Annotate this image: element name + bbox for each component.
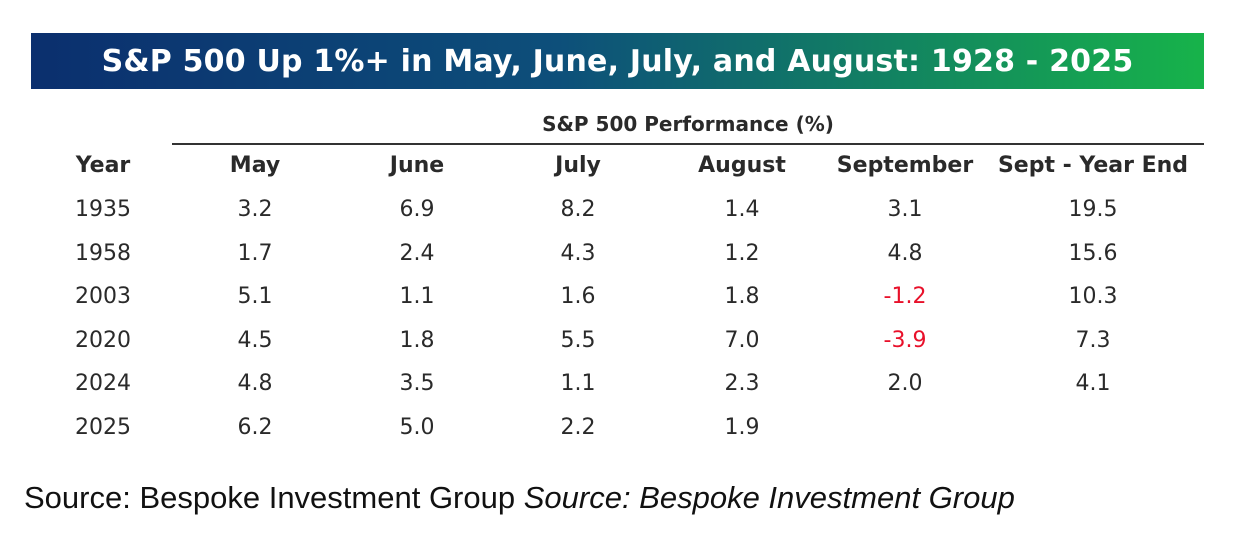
table-cell: 4.8 [887,240,923,266]
table-cell: 3.2 [237,197,273,222]
table-cell: 5.1 [237,284,273,309]
table-subtitle: S&P 500 Performance (%) [542,112,834,136]
table-cell: 1.9 [724,414,760,440]
column-header-sept-year-end: Sept - Year End [997,153,1189,178]
table-cell: 2.4 [399,240,435,266]
table-cell: 1.7 [237,240,273,266]
column-header-year: Year [75,153,131,178]
table-cell: 8.2 [560,197,596,222]
table-cell: 1.2 [724,240,760,266]
table-cell: 2.2 [560,414,596,440]
table-cell: 4.1 [1075,371,1111,396]
table-cell: 6.2 [237,414,273,440]
column-header-september: September [836,153,974,178]
table-cell: -1.2 [883,284,927,309]
source-text: Source: Bespoke Investment Group [24,480,516,515]
table-cell: 7.0 [724,327,760,353]
table-cell: 1.1 [399,284,435,309]
table-cell: 1.6 [560,284,596,309]
table-row-year: 1958 [75,240,131,266]
table-cell: 2.3 [724,371,760,396]
table-cell: -3.9 [883,327,927,353]
header-rule [172,143,1204,145]
column-header-august: August [698,153,786,178]
table-cell: 1.8 [399,327,435,353]
table-cell: 15.6 [1068,240,1118,266]
table-cell: 4.5 [237,327,273,353]
table-cell: 1.8 [724,284,760,309]
table-row-year: 2024 [75,371,131,396]
table-cell: 7.3 [1075,327,1111,353]
table-cell: 3.5 [399,371,435,396]
table-cell: 5.5 [560,327,596,353]
table-row-year: 2020 [75,327,131,353]
column-header-may: May [229,153,281,178]
chart-title-banner: S&P 500 Up 1%+ in May, June, July, and A… [31,33,1204,89]
table-cell: 4.8 [237,371,273,396]
column-header-june: June [389,153,445,178]
table-cell: 1.4 [724,197,760,222]
column-header-july: July [555,153,601,178]
source-text-italic: Source: Bespoke Investment Group [523,480,1015,515]
table-cell: 10.3 [1068,284,1118,309]
table-row-year: 2025 [75,414,131,440]
table-cell: 1.1 [560,371,596,396]
source-note: Source: Bespoke Investment Group Source:… [24,480,1015,516]
table-row-year: 2003 [75,284,131,309]
table-cell: 2.0 [887,371,923,396]
table-cell: 4.3 [560,240,596,266]
table-cell: 6.9 [399,197,435,222]
table-cell: 19.5 [1068,197,1118,222]
table-cell: 5.0 [399,414,435,440]
table-cell: 3.1 [887,197,923,222]
table-row-year: 1935 [75,197,131,222]
